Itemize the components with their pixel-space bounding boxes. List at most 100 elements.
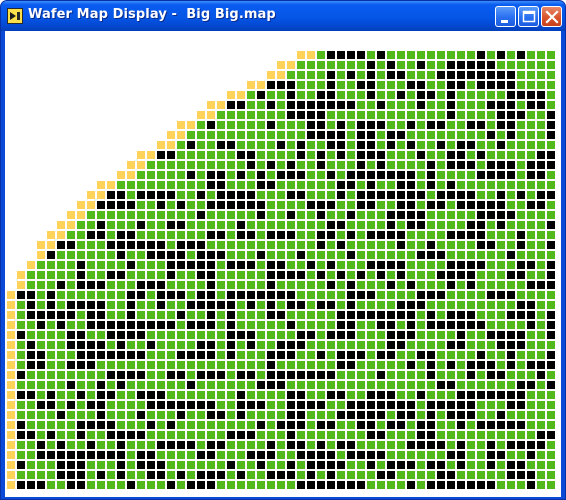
pass-die[interactable] [297,431,305,439]
pass-die[interactable] [87,211,95,219]
fail-die[interactable] [427,251,435,259]
pass-die[interactable] [237,111,245,119]
pass-die[interactable] [457,471,465,479]
pass-die[interactable] [337,171,345,179]
pass-die[interactable] [137,181,145,189]
fail-die[interactable] [317,451,325,459]
fail-die[interactable] [387,171,395,179]
fail-die[interactable] [147,461,155,469]
fail-die[interactable] [167,251,175,259]
pass-die[interactable] [247,311,255,319]
pass-die[interactable] [537,81,545,89]
pass-die[interactable] [467,351,475,359]
fail-die[interactable] [497,81,505,89]
pass-die[interactable] [27,381,35,389]
fail-die[interactable] [497,371,505,379]
fail-die[interactable] [317,421,325,429]
fail-die[interactable] [77,451,85,459]
fail-die[interactable] [207,271,215,279]
pass-die[interactable] [487,121,495,129]
pass-die[interactable] [267,211,275,219]
fail-die[interactable] [427,411,435,419]
fail-die[interactable] [507,71,515,79]
fail-die[interactable] [147,241,155,249]
fail-die[interactable] [357,421,365,429]
pass-die[interactable] [287,131,295,139]
fail-die[interactable] [17,391,25,399]
pass-die[interactable] [37,371,45,379]
fail-die[interactable] [447,151,455,159]
pass-die[interactable] [207,161,215,169]
fail-die[interactable] [407,281,415,289]
pass-die[interactable] [147,411,155,419]
pass-die[interactable] [137,381,145,389]
fail-die[interactable] [477,391,485,399]
fail-die[interactable] [377,261,385,269]
pass-die[interactable] [97,431,105,439]
pass-die[interactable] [537,61,545,69]
fail-die[interactable] [487,161,495,169]
fail-die[interactable] [207,181,215,189]
pass-die[interactable] [17,411,25,419]
edge-die[interactable] [7,461,15,469]
pass-die[interactable] [167,171,175,179]
pass-die[interactable] [347,341,355,349]
pass-die[interactable] [277,191,285,199]
pass-die[interactable] [97,291,105,299]
pass-die[interactable] [357,61,365,69]
fail-die[interactable] [207,301,215,309]
fail-die[interactable] [507,161,515,169]
pass-die[interactable] [347,471,355,479]
fail-die[interactable] [27,481,35,489]
fail-die[interactable] [507,251,515,259]
fail-die[interactable] [467,271,475,279]
pass-die[interactable] [217,161,225,169]
fail-die[interactable] [37,351,45,359]
pass-die[interactable] [467,91,475,99]
fail-die[interactable] [137,431,145,439]
pass-die[interactable] [367,101,375,109]
fail-die[interactable] [287,291,295,299]
fail-die[interactable] [447,361,455,369]
pass-die[interactable] [77,241,85,249]
fail-die[interactable] [537,151,545,159]
pass-die[interactable] [537,321,545,329]
fail-die[interactable] [107,191,115,199]
pass-die[interactable] [267,481,275,489]
fail-die[interactable] [467,221,475,229]
pass-die[interactable] [47,381,55,389]
pass-die[interactable] [387,271,395,279]
pass-die[interactable] [217,381,225,389]
pass-die[interactable] [277,111,285,119]
pass-die[interactable] [357,211,365,219]
fail-die[interactable] [257,291,265,299]
pass-die[interactable] [337,251,345,259]
pass-die[interactable] [147,301,155,309]
fail-die[interactable] [457,151,465,159]
pass-die[interactable] [227,411,235,419]
fail-die[interactable] [337,481,345,489]
fail-die[interactable] [547,121,555,129]
pass-die[interactable] [327,121,335,129]
pass-die[interactable] [527,421,535,429]
pass-die[interactable] [57,371,65,379]
edge-die[interactable] [277,71,285,79]
pass-die[interactable] [257,391,265,399]
edge-die[interactable] [57,221,65,229]
pass-die[interactable] [417,111,425,119]
fail-die[interactable] [407,311,415,319]
fail-die[interactable] [67,401,75,409]
fail-die[interactable] [307,331,315,339]
fail-die[interactable] [377,321,385,329]
pass-die[interactable] [37,391,45,399]
pass-die[interactable] [187,191,195,199]
pass-die[interactable] [497,471,505,479]
fail-die[interactable] [477,211,485,219]
fail-die[interactable] [407,461,415,469]
fail-die[interactable] [497,101,505,109]
pass-die[interactable] [387,451,395,459]
pass-die[interactable] [187,471,195,479]
pass-die[interactable] [517,291,525,299]
pass-die[interactable] [327,361,335,369]
pass-die[interactable] [357,381,365,389]
